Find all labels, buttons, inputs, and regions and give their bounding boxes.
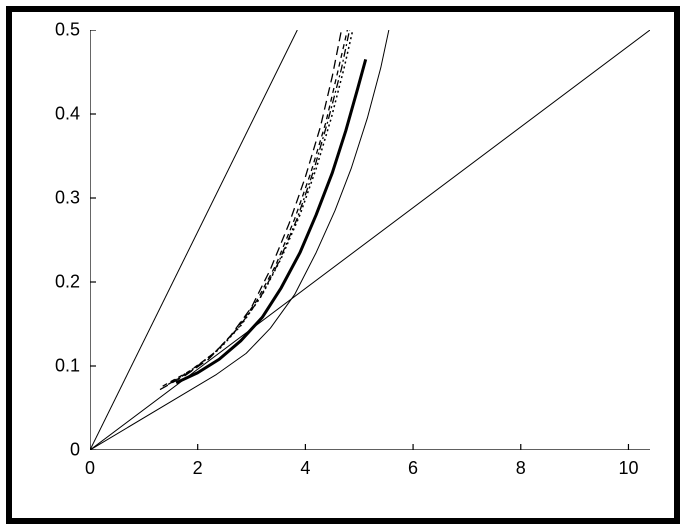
series-dash_long — [160, 30, 341, 390]
y-tick-label: 0.4 — [55, 104, 80, 125]
y-tick-label: 0.1 — [55, 356, 80, 377]
x-tick-label: 8 — [516, 458, 526, 479]
y-tick-label: 0.3 — [55, 188, 80, 209]
x-tick-label: 2 — [193, 458, 203, 479]
x-tick-label: 6 — [408, 458, 418, 479]
y-tick-label: 0.5 — [55, 20, 80, 41]
y-tick-label: 0.2 — [55, 272, 80, 293]
series-dotted — [171, 30, 353, 383]
series-dash_dot — [168, 30, 349, 384]
y-tick-label: 0 — [70, 440, 80, 461]
plot-area — [90, 30, 650, 450]
series-bound_low — [90, 30, 650, 450]
x-tick-label: 10 — [618, 458, 638, 479]
series-thin_right — [90, 30, 389, 450]
series-bound_high — [90, 30, 297, 450]
series-thick_main — [176, 59, 366, 382]
chart-svg — [90, 30, 650, 450]
x-tick-label: 0 — [85, 458, 95, 479]
x-tick-label: 4 — [300, 458, 310, 479]
